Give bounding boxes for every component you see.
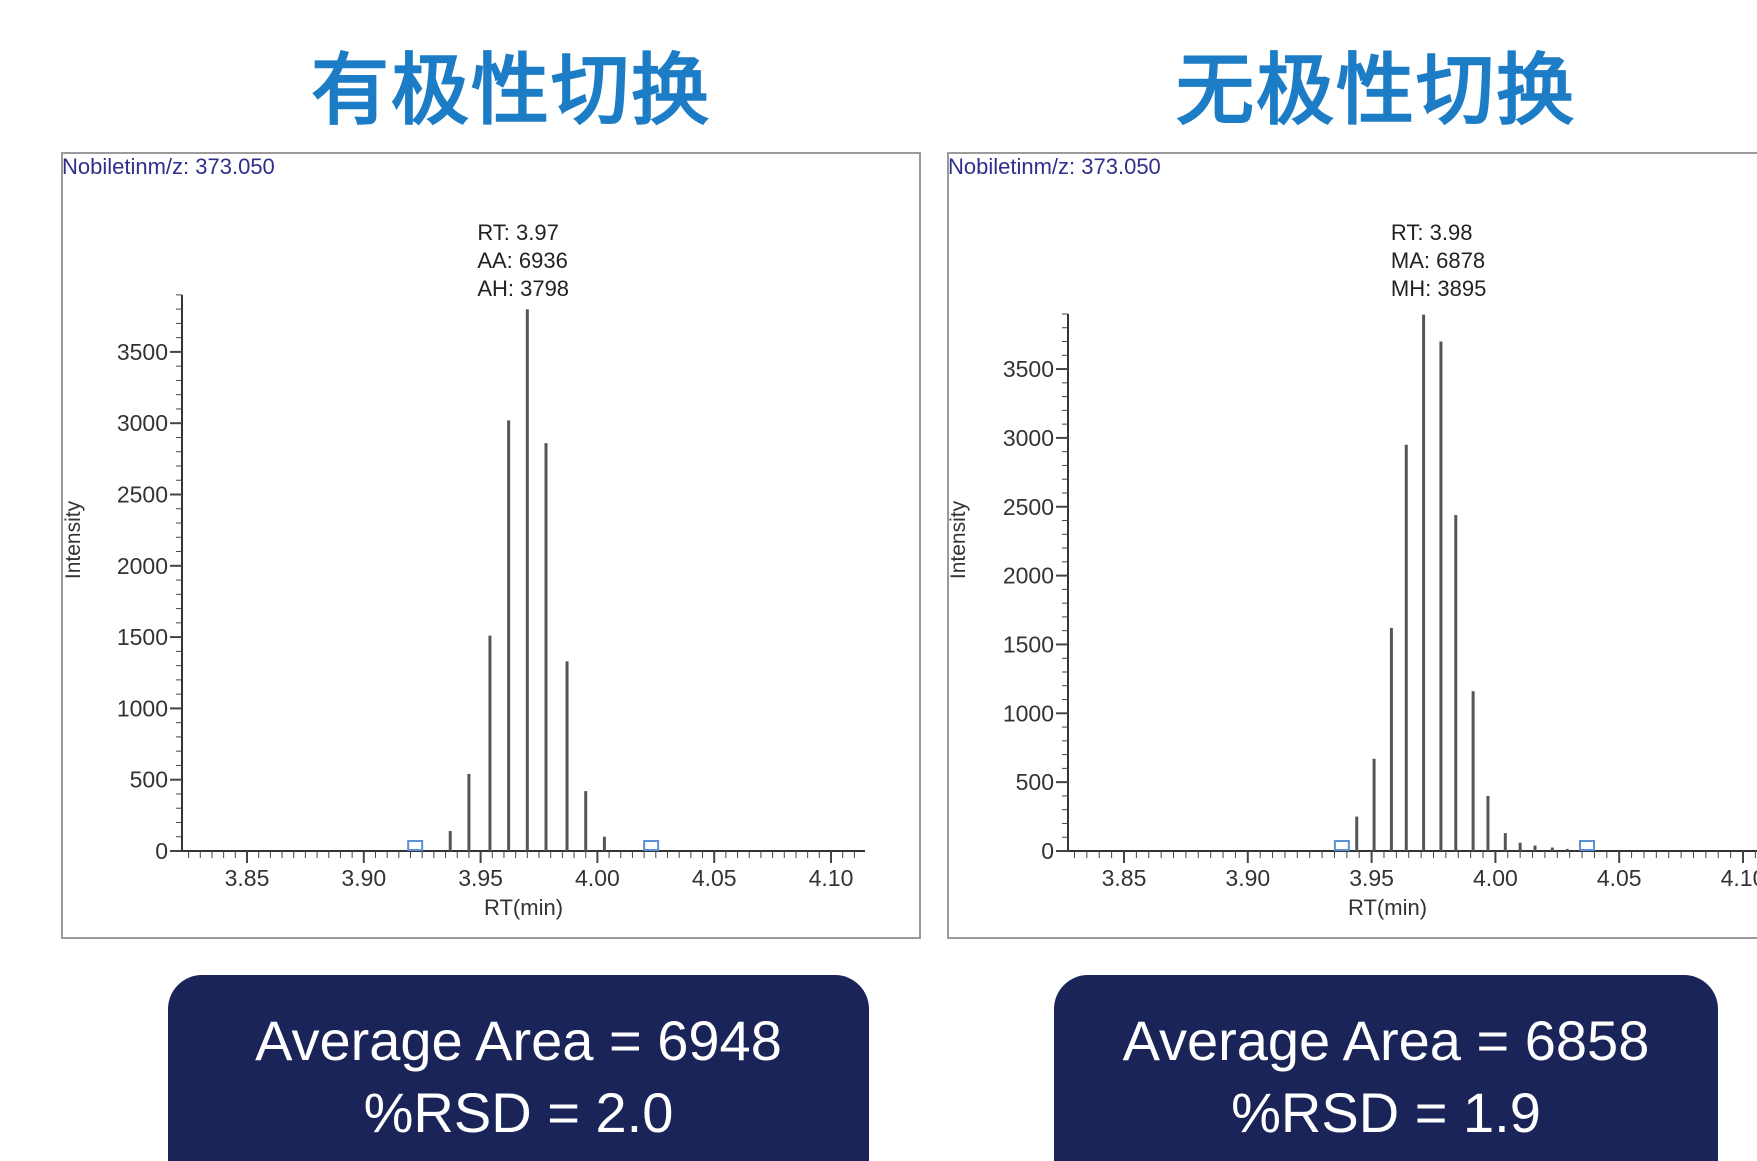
integration-marker [1333,840,1350,851]
average-area-text: Average Area = 6858 [1122,1009,1650,1072]
x-axis-label: RT(min) [1348,895,1427,920]
x-axis-label: RT(min) [484,895,563,920]
y-tick-label: 3500 [1003,356,1054,382]
integration-marker [407,840,424,851]
x-tick-label: 4.00 [575,865,620,891]
average-area-text: Average Area = 6948 [255,1009,782,1072]
y-tick-label: 3500 [117,339,168,365]
rsd-text: %RSD = 2.0 [363,1081,674,1144]
title-polarity-switching: 有极性切换 [310,46,711,136]
y-tick-label: 0 [1041,838,1054,864]
peak-annotation: MA: 6878 [1391,248,1485,273]
y-tick-label: 500 [130,767,168,793]
summary-box-left: Average Area = 6948 %RSD = 2.0 [168,975,869,1161]
y-tick-label: 2500 [1003,494,1054,520]
plot-frame [61,152,921,939]
y-tick-label: 3000 [117,410,168,436]
x-tick-label: 3.85 [225,865,270,891]
y-axis-label: Intensity [62,500,85,579]
title-no-polarity-switching: 无极性切换 [1175,46,1576,136]
x-tick-label: 3.90 [1225,865,1270,891]
y-tick-label: 2000 [1003,563,1054,589]
y-tick-label: 1000 [1003,700,1054,726]
y-tick-label: 1500 [117,624,168,650]
x-tick-label: 4.00 [1473,865,1518,891]
peak-annotation: MH: 3895 [1391,276,1486,301]
integration-marker [1579,840,1596,851]
rsd-text: %RSD = 1.9 [1231,1081,1541,1144]
x-tick-label: 4.05 [692,865,737,891]
peak-annotation: AA: 6936 [477,248,568,273]
y-axis-label: Intensity [947,500,970,579]
y-tick-label: 500 [1016,769,1054,795]
peak-annotation: RT: 3.97 [477,220,559,245]
x-tick-label: 3.95 [458,865,503,891]
y-tick-label: 2500 [117,482,168,508]
x-tick-label: 3.90 [341,865,386,891]
x-tick-label: 4.10 [1721,865,1757,891]
chart-title: Nobiletinm/z: 373.050 [62,154,275,179]
plot-frame [947,152,1757,939]
y-tick-label: 1000 [117,695,168,721]
summary-box-right: Average Area = 6858 %RSD = 1.9 [1054,975,1718,1161]
peak-annotation: AH: 3798 [477,276,569,301]
y-tick-label: 1500 [1003,631,1054,657]
x-tick-label: 3.95 [1349,865,1394,891]
x-tick-label: 4.05 [1597,865,1642,891]
x-tick-label: 4.10 [809,865,854,891]
chart-title: Nobiletinm/z: 373.050 [948,154,1161,179]
x-tick-label: 3.85 [1102,865,1147,891]
peak-annotation: RT: 3.98 [1391,220,1473,245]
y-tick-label: 3000 [1003,425,1054,451]
y-tick-label: 0 [155,838,168,864]
integration-marker [643,840,660,851]
y-tick-label: 2000 [117,553,168,579]
